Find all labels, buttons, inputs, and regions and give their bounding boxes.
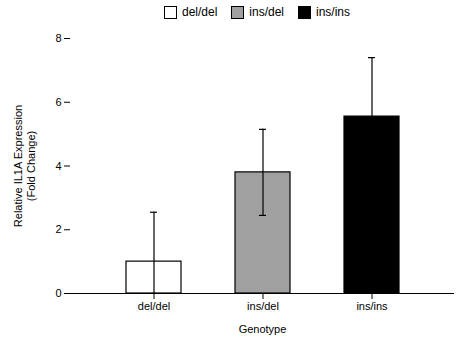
svg-text:2: 2 <box>55 223 61 235</box>
svg-text:ins/del: ins/del <box>247 300 279 312</box>
html-text:ins/ins: ins/ins <box>316 5 350 19</box>
html-text:del/del: del/del <box>182 5 218 19</box>
svg-text:8: 8 <box>55 32 61 44</box>
svg-text:ins/ins: ins/ins <box>356 300 388 312</box>
svg-text:4: 4 <box>55 160 61 172</box>
svg-text:Relative IL1A Expression(Fold: Relative IL1A Expression(Fold Change) <box>12 105 37 227</box>
svg-text:6: 6 <box>55 96 61 108</box>
html-text:ins/del: ins/del <box>249 5 284 19</box>
svg-text:del/del: del/del <box>138 300 170 312</box>
svg-text:Genotype: Genotype <box>239 323 287 335</box>
svg-text:0: 0 <box>55 287 61 299</box>
